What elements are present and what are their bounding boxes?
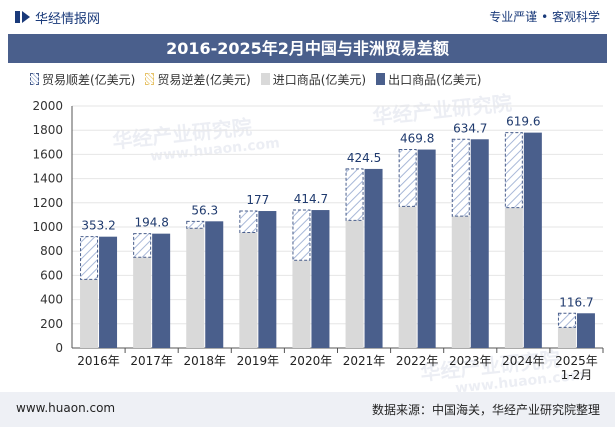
surplus-segment [239, 210, 258, 233]
y-tick-label: 2000 [32, 99, 63, 113]
footer: www.huaon.com 数据来源：中国海关，华经产业研究院整理 [0, 392, 615, 427]
legend-swatch-deficit [145, 73, 155, 85]
import-bar [292, 260, 311, 348]
surplus-segment [557, 312, 576, 328]
y-tick-label: 600 [40, 268, 63, 282]
export-bar [364, 168, 383, 348]
import-bar [557, 327, 576, 348]
x-category-label: 2023年 [449, 354, 492, 368]
legend-swatch-import [260, 73, 270, 85]
y-tick-label: 0 [55, 341, 63, 355]
surplus-value-label: 116.7 [559, 295, 593, 309]
surplus-value-label: 56.3 [191, 203, 218, 217]
surplus-value-label: 353.2 [81, 219, 115, 233]
export-bar [258, 211, 277, 348]
import-bar [239, 232, 258, 348]
surplus-segment [292, 209, 311, 261]
legend-swatch-surplus [30, 73, 39, 85]
x-category-label: 2020年 [290, 354, 333, 368]
surplus-value-label: 414.7 [294, 192, 328, 206]
surplus-value-label: 469.8 [400, 132, 434, 146]
y-tick-label: 1600 [32, 147, 63, 161]
export-bar [152, 233, 171, 348]
legend-item-export: 出口商品(亿美元) [376, 71, 482, 88]
chart-plot: 0 200 400 600 800 1000 1200 1400 1600 1800 2000 353… [32, 99, 604, 382]
surplus-segment [345, 168, 364, 221]
surplus-value-label: 634.7 [453, 121, 487, 135]
export-bar [99, 236, 118, 348]
y-tick-label: 200 [40, 317, 63, 331]
brand-logo-icon [15, 11, 30, 23]
surplus-value-label: 177 [246, 193, 269, 207]
import-bar [398, 206, 417, 348]
export-bar [205, 221, 224, 348]
export-bar [470, 139, 489, 348]
import-bar [451, 216, 470, 348]
x-category-label: 2025年 1-2月 [555, 354, 598, 382]
chart-legend: 贸易顺差(亿美元) 贸易逆差(亿美元) 进口商品(亿美元) 出口商品(亿美元) [30, 68, 492, 90]
x-category-label: 2018年 [183, 354, 226, 368]
surplus-value-label: 194.8 [134, 216, 168, 230]
y-tick-label: 800 [40, 244, 63, 258]
legend-item-import: 进口商品(亿美元) [260, 71, 367, 88]
legend-label-import: 进口商品(亿美元) [272, 72, 367, 87]
legend-label-deficit: 贸易逆差(亿美元) [157, 72, 251, 87]
x-category-label: 2022年 [396, 354, 439, 368]
y-tick-label: 1400 [32, 172, 63, 186]
surplus-value-label: 424.5 [347, 151, 381, 165]
export-bar [576, 313, 595, 348]
legend-label-surplus: 贸易顺差(亿美元) [42, 72, 136, 87]
import-bar [80, 279, 99, 348]
export-bar [417, 149, 436, 348]
y-tick-label: 400 [40, 293, 63, 307]
surplus-value-label: 619.6 [506, 115, 540, 129]
surplus-segment [186, 220, 205, 229]
import-bar [186, 228, 205, 348]
export-bar [311, 210, 330, 348]
x-category-label: 2017年 [130, 354, 173, 368]
y-tick-label: 1800 [32, 123, 63, 137]
y-tick-label: 1200 [32, 196, 63, 210]
x-category-label: 2024年 [502, 354, 545, 368]
top-bar: 华经情报网 专业严谨 • 客观科学 [0, 0, 615, 34]
import-bar [345, 220, 364, 348]
surplus-segment [398, 149, 417, 207]
surplus-segment [504, 132, 523, 209]
export-bar [523, 132, 542, 348]
y-tick-label: 1000 [32, 220, 63, 234]
brand-name: 华经情报网 [35, 12, 101, 27]
footer-url: www.huaon.com [16, 401, 116, 415]
slogan: 专业严谨 • 客观科学 [489, 10, 600, 24]
import-bar [504, 207, 523, 348]
x-category-label: 2016年 [77, 354, 120, 368]
surplus-segment [133, 233, 152, 258]
surplus-segment [80, 236, 99, 280]
footer-source: 数据来源：中国海关，华经产业研究院整理 [371, 403, 600, 417]
legend-item-deficit: 贸易逆差(亿美元) [145, 71, 251, 88]
legend-label-export: 出口商品(亿美元) [388, 72, 482, 87]
legend-swatch-export [376, 73, 386, 85]
legend-item-surplus: 贸易顺差(亿美元) [30, 71, 135, 88]
x-category-label: 2021年 [343, 354, 386, 368]
surplus-segment [451, 138, 470, 217]
import-bar [133, 257, 152, 348]
x-category-label: 2019年 [237, 354, 280, 368]
chart-title: 2016-2025年2月中国与非洲贸易差额 [8, 34, 607, 63]
